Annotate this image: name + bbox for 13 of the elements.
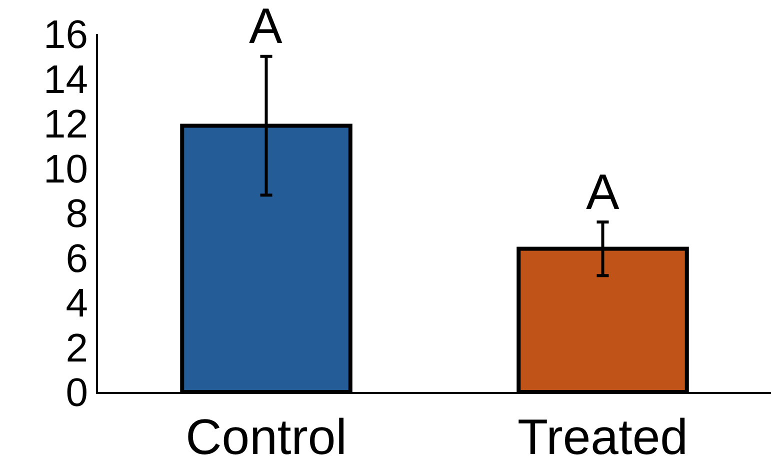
- y-tick-label: 16: [44, 13, 88, 57]
- x-tick-label: Control: [186, 409, 347, 465]
- annotation: A: [586, 164, 620, 220]
- y-tick-label: 10: [44, 147, 88, 192]
- y-tick-label: 12: [44, 102, 88, 146]
- y-tick-label: 6: [66, 236, 88, 281]
- y-tick-label: 2: [66, 326, 88, 370]
- y-tick-label: 8: [66, 192, 88, 236]
- y-tick-label: 14: [44, 58, 88, 102]
- y-tick-label: 4: [66, 282, 88, 326]
- annotation: A: [249, 0, 283, 54]
- y-tick-label: 0: [66, 371, 88, 415]
- x-tick-label: Treated: [518, 409, 688, 465]
